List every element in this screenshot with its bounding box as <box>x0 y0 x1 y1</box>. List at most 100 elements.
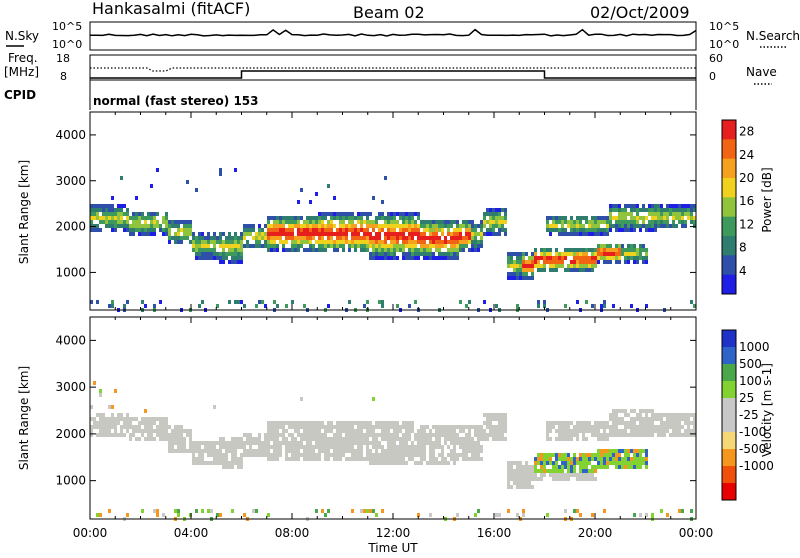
velocity-cell <box>279 433 282 437</box>
power-cell <box>420 236 423 240</box>
power-cell <box>603 260 606 264</box>
power-cell <box>642 204 645 208</box>
power-cell <box>339 220 342 224</box>
velocity-cell <box>474 441 477 445</box>
power-cell <box>396 244 399 248</box>
power-cell <box>99 216 102 220</box>
velocity-cell <box>513 469 516 473</box>
power-cell <box>186 224 189 228</box>
velocity-cell <box>519 481 522 485</box>
power-cell <box>285 232 288 236</box>
velocity-cell <box>675 421 678 425</box>
velocity-cell <box>573 473 576 477</box>
velocity-cell <box>468 433 471 437</box>
power-cell <box>300 224 303 228</box>
velocity-cell <box>177 445 180 449</box>
velocity-cell <box>132 429 135 433</box>
velocity-cell <box>507 465 510 469</box>
velocity-cell <box>267 457 270 461</box>
power-panel-frame <box>89 111 697 311</box>
velocity-cell <box>204 461 207 465</box>
power-cell <box>261 228 264 232</box>
velocity-cell <box>666 429 669 433</box>
power-cell <box>108 204 111 208</box>
velocity-cell <box>351 453 354 457</box>
velocity-cell <box>684 421 687 425</box>
velocity-cell <box>462 453 465 457</box>
velocity-cell <box>360 509 363 513</box>
power-cell <box>648 228 651 232</box>
power-cell <box>93 204 96 208</box>
velocity-cell <box>150 421 153 425</box>
velocity-cell <box>627 461 630 465</box>
velocity-cell <box>672 433 675 437</box>
power-cell <box>168 236 171 240</box>
power-cell <box>387 244 390 248</box>
velocity-cell <box>492 433 495 437</box>
velocity-cell <box>585 465 588 469</box>
power-cell <box>519 256 522 260</box>
power-cell <box>411 248 414 252</box>
power-cell <box>621 220 624 224</box>
velocity-cell <box>594 469 597 473</box>
power-cell <box>507 260 510 264</box>
velocity-colorbar-tick: -1000 <box>739 459 774 473</box>
power-cell <box>126 220 129 224</box>
velocity-cell <box>435 461 438 465</box>
power-cell <box>579 252 582 256</box>
power-cell <box>174 240 177 244</box>
power-cell <box>552 220 555 224</box>
velocity-cell <box>558 457 561 461</box>
velocity-cell <box>318 433 321 437</box>
power-cell <box>279 236 282 240</box>
velocity-cell <box>138 425 141 429</box>
velocity-cell <box>603 453 606 457</box>
power-cell <box>471 232 474 236</box>
velocity-cell <box>333 453 336 457</box>
power-cell <box>297 248 300 252</box>
velocity-cell <box>231 453 234 457</box>
power-cell <box>501 220 504 224</box>
velocity-cell <box>591 513 594 517</box>
power-cell <box>207 244 210 248</box>
power-cell <box>618 248 621 252</box>
velocity-cell <box>222 457 225 461</box>
power-cell <box>231 248 234 252</box>
power-cell <box>327 224 330 228</box>
power-cell <box>612 204 615 208</box>
velocity-cell <box>273 453 276 457</box>
velocity-cell <box>546 461 549 465</box>
velocity-cell <box>573 457 576 461</box>
power-cell <box>129 232 132 236</box>
velocity-cell <box>129 425 132 429</box>
power-cell <box>444 252 447 256</box>
velocity-cell <box>675 425 678 429</box>
power-cell <box>255 244 258 248</box>
power-cell <box>363 220 366 224</box>
velocity-cell <box>393 461 396 465</box>
power-cell <box>570 260 573 264</box>
power-cell <box>156 224 159 228</box>
power-cell <box>381 224 384 228</box>
velocity-cell <box>231 449 234 453</box>
power-cell <box>465 240 468 244</box>
velocity-cell <box>285 421 288 425</box>
power-cell <box>345 240 348 244</box>
power-cell <box>429 236 432 240</box>
power-cell <box>576 268 579 272</box>
velocity-cell <box>276 421 279 425</box>
velocity-cell <box>291 421 294 425</box>
velocity-cell <box>156 417 159 421</box>
velocity-cell <box>516 473 519 477</box>
power-cell <box>654 220 657 224</box>
velocity-cell <box>411 429 414 433</box>
velocity-cell <box>582 429 585 433</box>
velocity-cell <box>309 433 312 437</box>
velocity-cell <box>576 421 579 425</box>
power-cell <box>186 232 189 236</box>
power-cell <box>645 228 648 232</box>
power-cell <box>354 248 357 252</box>
velocity-cell <box>648 429 651 433</box>
velocity-cell <box>405 433 408 437</box>
velocity-cell <box>210 453 213 457</box>
